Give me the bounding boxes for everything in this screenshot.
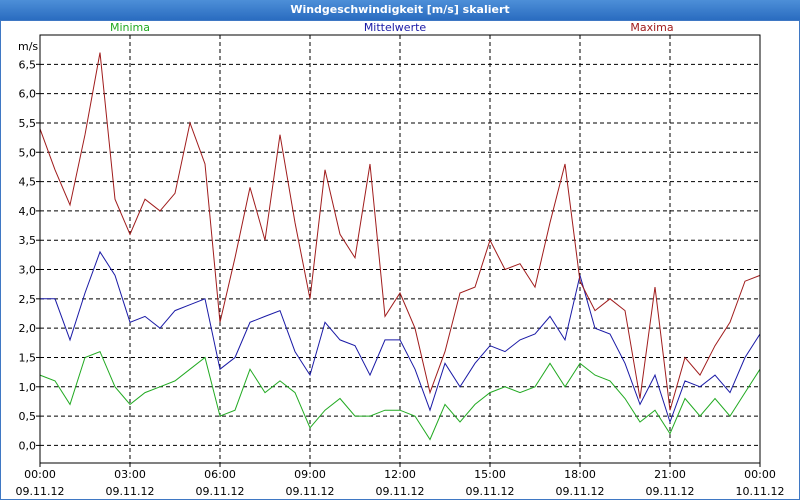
x-tick-label: 09.11.12 — [376, 485, 425, 498]
y-tick-label: 6,5 — [19, 58, 37, 71]
y-tick-labels: 0,0 0,5 1,0 1,5 2,0 2,5 3,0 3,5 4,0 4,5 5,0 5,5 6,0 6… — [19, 58, 37, 452]
y-tick-label: 1,0 — [19, 381, 37, 394]
legend-entry-minima: Minima — [110, 21, 150, 34]
y-tick-label: 0,0 — [19, 439, 37, 452]
y-tick-label: 4,0 — [19, 205, 37, 218]
grid-lines — [36, 35, 761, 467]
x-tick-label: 10.11.12 — [736, 485, 785, 498]
y-tick-label: 3,5 — [19, 234, 37, 247]
series-line-minima — [39, 350, 761, 441]
legend: Minima Mittelwerte Maxima — [110, 21, 674, 34]
x-tick-labels: 00:00 09.11.12 03:00 09.11.12 06:00 09.11.12 0… — [16, 468, 785, 498]
x-tick-label: 09.11.12 — [196, 485, 245, 498]
x-tick-label: 21:00 — [654, 468, 686, 481]
series-line-mittelwerte — [40, 250, 761, 424]
window-title: Windgeschwindigkeit [m/s] skaliert — [0, 0, 800, 20]
x-tick-label: 09.11.12 — [646, 485, 695, 498]
x-tick-label: 00:00 — [744, 468, 776, 481]
series-lines — [39, 52, 761, 441]
x-tick-label: 09.11.12 — [556, 485, 605, 498]
x-tick-label: 09.11.12 — [466, 485, 515, 498]
legend-entry-maxima: Maxima — [630, 21, 673, 34]
x-tick-label: 12:00 — [384, 468, 416, 481]
y-tick-label: 3,0 — [19, 264, 37, 277]
y-tick-label: 5,0 — [19, 146, 37, 159]
x-tick-label: 06:00 — [204, 468, 236, 481]
x-tick-label: 03:00 — [114, 468, 146, 481]
legend-entry-mittelwerte: Mittelwerte — [364, 21, 427, 34]
x-tick-label: 18:00 — [564, 468, 596, 481]
x-tick-label: 09.11.12 — [16, 485, 65, 498]
x-tick-label: 09.11.12 — [106, 485, 155, 498]
plot-area — [39, 34, 761, 464]
x-tick-label: 09.11.12 — [286, 485, 335, 498]
y-tick-label: 2,0 — [19, 322, 37, 335]
x-tick-label: 00:00 — [24, 468, 56, 481]
y-tick-label: 0,5 — [19, 410, 37, 423]
series-line-maxima — [39, 52, 761, 411]
y-tick-label: 5,5 — [19, 117, 37, 130]
y-tick-label: 4,5 — [19, 176, 37, 189]
x-tick-label: 15:00 — [474, 468, 506, 481]
x-tick-label: 09:00 — [294, 468, 326, 481]
y-tick-label: 1,5 — [19, 351, 37, 364]
y-axis-label: m/s — [18, 40, 38, 53]
y-tick-label: 2,5 — [19, 293, 37, 306]
y-tick-label: 6,0 — [19, 88, 37, 101]
